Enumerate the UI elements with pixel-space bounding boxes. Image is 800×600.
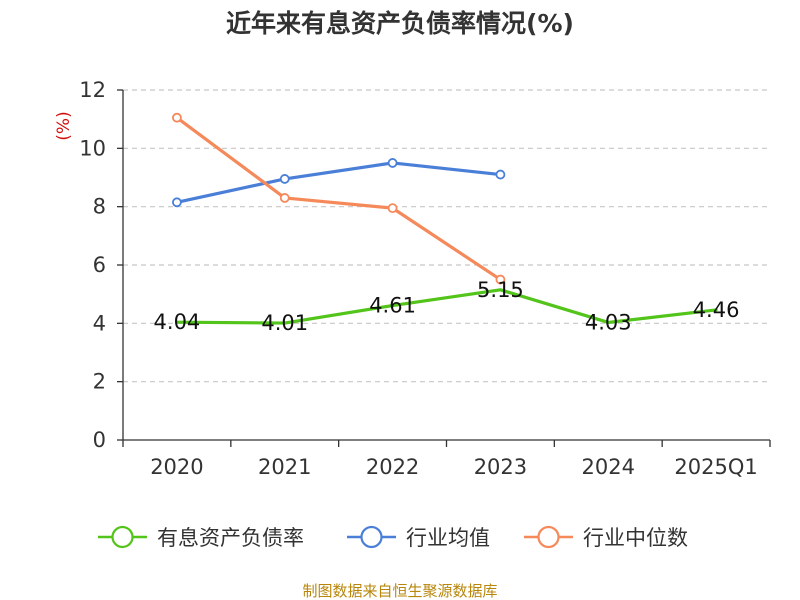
x-tick-label: 2025Q1	[674, 455, 757, 479]
point-industry-median[interactable]	[279, 193, 290, 203]
series-line-debt-ratio	[175, 288, 718, 325]
x-tick-label: 2022	[366, 455, 419, 479]
series-group	[172, 112, 718, 325]
y-tick-label: 6	[93, 253, 106, 277]
point-industry-median[interactable]	[387, 203, 398, 214]
x-tick-label: 2024	[582, 455, 635, 479]
x-tick-label: 2020	[150, 455, 203, 479]
point-industry-median[interactable]	[495, 274, 506, 285]
data-labels: 4.04 4.01 4.61 5.15 4.03 4.46	[154, 278, 740, 335]
point-industry-mean[interactable]	[172, 197, 182, 208]
point-industry-median[interactable]	[172, 112, 182, 123]
series-line-industry-median	[175, 116, 503, 282]
point-industry-mean[interactable]	[495, 169, 506, 180]
source-note: 制图数据来自恒生聚源数据库	[302, 582, 497, 600]
legend-item[interactable]: 行业中位数	[524, 525, 688, 550]
legend-marker	[537, 525, 560, 549]
y-tick-label: 10	[79, 136, 106, 160]
grid-lines	[123, 89, 770, 383]
y-tick-label: 0	[93, 428, 106, 452]
data-label: 5.15	[477, 278, 524, 302]
x-tick-label: 2021	[258, 455, 311, 479]
series-line-industry-mean	[175, 161, 503, 204]
data-label: 4.04	[154, 310, 201, 334]
y-tick-label: 12	[79, 78, 106, 102]
y-axis-label: (%)	[54, 111, 74, 140]
legend-item[interactable]: 行业均值	[347, 525, 490, 550]
legend[interactable]: 有息资产负债率 行业均值 行业中位数	[98, 525, 688, 550]
chart-title: 近年来有息资产负债率情况(%)	[226, 9, 574, 38]
data-label: 4.46	[693, 298, 740, 322]
legend-marker	[360, 525, 383, 549]
y-tick-label: 2	[93, 370, 106, 394]
axes: 0 2 4 6 8 10 12 2020 2021 2022 2023 2024 2025Q1	[79, 78, 771, 479]
data-label: 4.01	[261, 311, 308, 335]
legend-item[interactable]: 有息资产负债率	[98, 525, 304, 550]
data-label: 4.61	[369, 294, 416, 318]
y-tick-label: 8	[93, 195, 106, 219]
point-industry-mean[interactable]	[387, 158, 398, 168]
data-label: 4.03	[585, 310, 632, 334]
y-tick-label: 4	[93, 311, 106, 335]
legend-label: 行业中位数	[583, 526, 688, 550]
legend-label: 有息资产负债率	[157, 526, 304, 550]
point-industry-mean[interactable]	[279, 174, 290, 184]
legend-marker	[111, 525, 134, 549]
legend-label: 行业均值	[406, 526, 490, 550]
x-tick-label: 2023	[474, 455, 527, 479]
